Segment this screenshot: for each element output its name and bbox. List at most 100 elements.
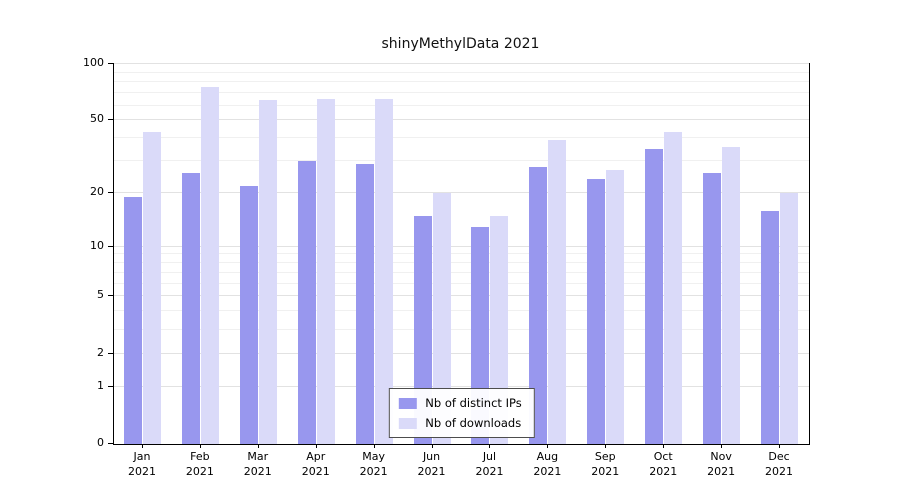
gridline-10 xyxy=(114,245,809,247)
x-tick-year: 2021 xyxy=(591,465,620,478)
bar-downloads-nov xyxy=(722,146,741,444)
gridline-3 xyxy=(114,328,809,330)
y-tick-mark-1 xyxy=(108,385,113,387)
x-tick-year: 2021 xyxy=(707,465,736,478)
gridline-60 xyxy=(114,104,809,106)
x-tick-month: Oct xyxy=(653,450,673,463)
x-tick-mark-aug xyxy=(547,444,549,448)
bar-downloads-jan xyxy=(142,132,161,444)
x-tick-year: 2021 xyxy=(533,465,562,478)
x-tick-mark-jul xyxy=(489,444,491,448)
gridline-8 xyxy=(114,262,809,264)
x-tick-year: 2021 xyxy=(127,465,156,478)
y-tick-label-1: 1 xyxy=(97,378,104,392)
bars-layer xyxy=(114,64,809,444)
x-tick-month: Jul xyxy=(482,450,497,463)
x-tick-label-aug: Aug 2021 xyxy=(518,449,576,479)
x-tick-month: Dec xyxy=(768,450,790,463)
x-tick-label-apr: Apr 2021 xyxy=(287,449,345,479)
x-tick-mark-jan xyxy=(141,444,143,448)
gridline-70 xyxy=(114,92,809,94)
x-tick-mark-may xyxy=(373,444,375,448)
bar-distinct-ips-aug xyxy=(529,166,548,444)
gridline-6 xyxy=(114,282,809,284)
y-tick-label-10: 10 xyxy=(90,238,104,252)
gridline-20 xyxy=(114,192,809,194)
x-tick-label-feb: Feb 2021 xyxy=(171,449,229,479)
chart-title: shinyMethylData 2021 xyxy=(381,36,540,52)
x-tick-mark-sep xyxy=(605,444,607,448)
y-tick-mark-0 xyxy=(108,443,113,444)
gridline-4 xyxy=(114,310,809,312)
x-tick-label-jan: Jan 2021 xyxy=(113,449,171,479)
x-tick-mark-oct xyxy=(663,444,665,448)
x-tick-mark-feb xyxy=(199,444,201,448)
x-tick-label-may: May 2021 xyxy=(345,449,403,479)
bar-downloads-oct xyxy=(664,132,683,444)
bar-downloads-jul xyxy=(490,215,509,444)
legend-label-downloads: Nb of downloads xyxy=(425,416,522,430)
x-tick-month: Mar xyxy=(247,450,269,463)
x-tick-month: Aug xyxy=(536,450,559,463)
y-tick-label-5: 5 xyxy=(97,288,104,302)
x-tick-mark-mar xyxy=(257,444,259,448)
y-tick-label-50: 50 xyxy=(90,112,104,126)
x-tick-label-jun: Jun 2021 xyxy=(403,449,461,479)
x-tick-year: 2021 xyxy=(649,465,678,478)
legend: Nb of distinct IPs Nb of downloads xyxy=(388,388,535,438)
y-tick-mark-20 xyxy=(108,192,113,194)
x-tick-label-oct: Oct 2021 xyxy=(634,449,692,479)
bar-distinct-ips-jun xyxy=(413,215,432,444)
y-tick-label-100: 100 xyxy=(83,56,104,69)
x-tick-year: 2021 xyxy=(243,465,272,478)
gridline-9 xyxy=(114,253,809,255)
y-tick-mark-100 xyxy=(108,63,113,64)
bar-distinct-ips-may xyxy=(355,164,374,444)
gridline-5 xyxy=(114,295,809,297)
y-tick-label-20: 20 xyxy=(90,185,104,199)
bar-downloads-dec xyxy=(780,193,799,444)
x-tick-month: May xyxy=(362,450,385,463)
gridline-7 xyxy=(114,271,809,273)
legend-swatch-downloads xyxy=(398,417,417,429)
x-tick-month: Nov xyxy=(710,450,732,463)
bar-distinct-ips-oct xyxy=(645,148,664,444)
bar-distinct-ips-feb xyxy=(181,172,200,444)
y-tick-label-2: 2 xyxy=(97,345,104,359)
x-tick-month: Jun xyxy=(422,450,441,463)
gridlines-layer xyxy=(114,63,809,444)
y-tick-mark-2 xyxy=(108,352,113,354)
legend-item-distinct-ips: Nb of distinct IPs xyxy=(398,396,522,410)
x-tick-mark-apr xyxy=(315,444,317,448)
y-tick-mark-50 xyxy=(108,119,113,121)
x-tick-mark-jun xyxy=(431,444,433,448)
x-tick-label-sep: Sep 2021 xyxy=(576,449,634,479)
x-tick-label-nov: Nov 2021 xyxy=(692,449,750,479)
x-tick-label-jul: Jul 2021 xyxy=(461,449,519,479)
gridline-50 xyxy=(114,119,809,121)
gridline-40 xyxy=(114,137,809,139)
x-tick-year: 2021 xyxy=(475,465,504,478)
legend-label-distinct-ips: Nb of distinct IPs xyxy=(425,396,522,410)
bar-distinct-ips-mar xyxy=(239,185,258,444)
x-tick-year: 2021 xyxy=(185,465,214,478)
bar-downloads-mar xyxy=(258,100,277,444)
x-tick-mark-nov xyxy=(721,444,723,448)
legend-swatch-distinct-ips xyxy=(398,397,417,409)
bar-distinct-ips-jan xyxy=(123,197,142,444)
bar-downloads-may xyxy=(374,99,393,444)
gridline-2 xyxy=(114,352,809,354)
x-tick-month: Feb xyxy=(190,450,210,463)
x-tick-mark-dec xyxy=(779,444,781,448)
x-tick-month: Apr xyxy=(306,450,326,463)
x-tick-label-dec: Dec 2021 xyxy=(750,449,808,479)
x-tick-year: 2021 xyxy=(417,465,446,478)
x-tick-month: Jan xyxy=(133,450,151,463)
gridline-1 xyxy=(114,385,809,387)
bar-distinct-ips-dec xyxy=(761,210,780,444)
bar-distinct-ips-nov xyxy=(703,172,722,444)
bar-distinct-ips-apr xyxy=(297,161,316,444)
x-tick-year: 2021 xyxy=(765,465,794,478)
legend-item-downloads: Nb of downloads xyxy=(398,416,521,430)
